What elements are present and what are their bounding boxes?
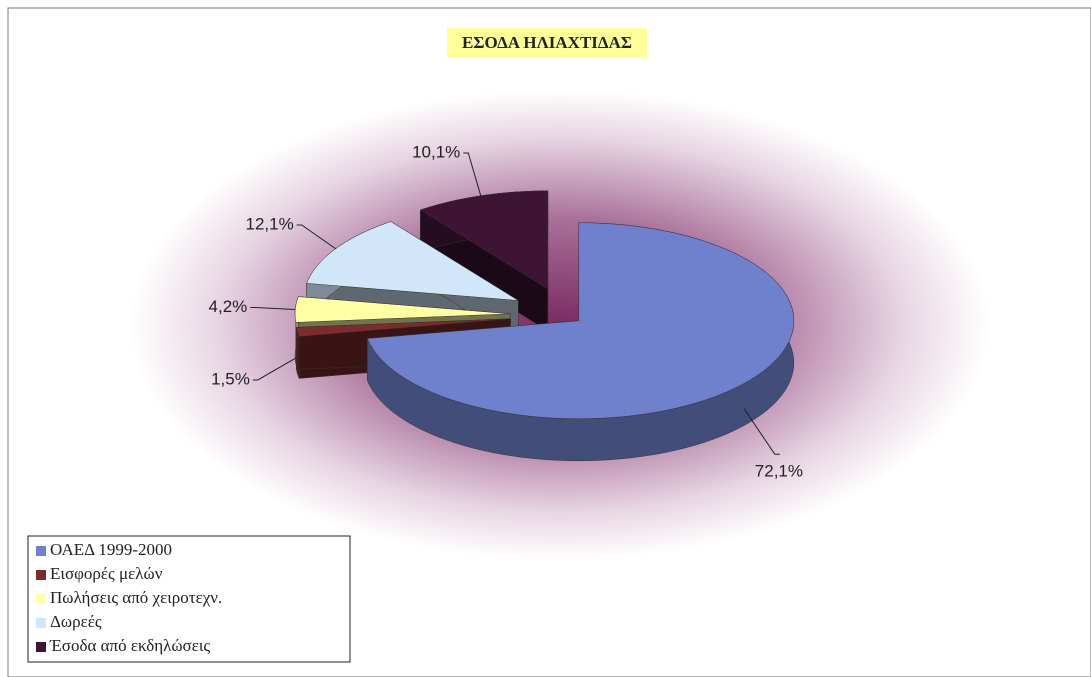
leader-line (463, 152, 482, 196)
leader-line (743, 408, 780, 455)
legend-label: Εισφορές μελών (50, 564, 163, 583)
slice (367, 222, 795, 420)
legend-label: ΟΑΕΔ 1999-2000 (50, 540, 172, 559)
data-label: 12,1% (246, 214, 294, 233)
chart-title: ΕΣΟΔΑ ΗΛΙΑΧΤΙΔΑΣ (462, 33, 632, 52)
data-label: 10,1% (412, 142, 460, 161)
legend-label: Έσοδα από εκδηλώσεις (49, 636, 210, 655)
slice (296, 318, 511, 337)
title-highlight (447, 28, 647, 58)
slice (306, 221, 519, 301)
data-label: 4,2% (209, 297, 248, 316)
legend-swatch (36, 642, 46, 652)
leader-line (252, 356, 298, 381)
legend-swatch (36, 618, 46, 628)
legend-swatch (36, 546, 46, 556)
legend-label: Πωλήσεις από χειροτεχν. (50, 588, 222, 607)
leader-line (296, 224, 336, 250)
legend-swatch (36, 594, 46, 604)
data-label: 1,5% (211, 369, 250, 388)
legend-swatch (36, 570, 46, 580)
leader-line (250, 307, 296, 310)
legend (27, 535, 351, 663)
data-label: 72,1% (755, 462, 803, 481)
slice (294, 296, 511, 323)
legend-label: Δωρεές (50, 612, 102, 631)
